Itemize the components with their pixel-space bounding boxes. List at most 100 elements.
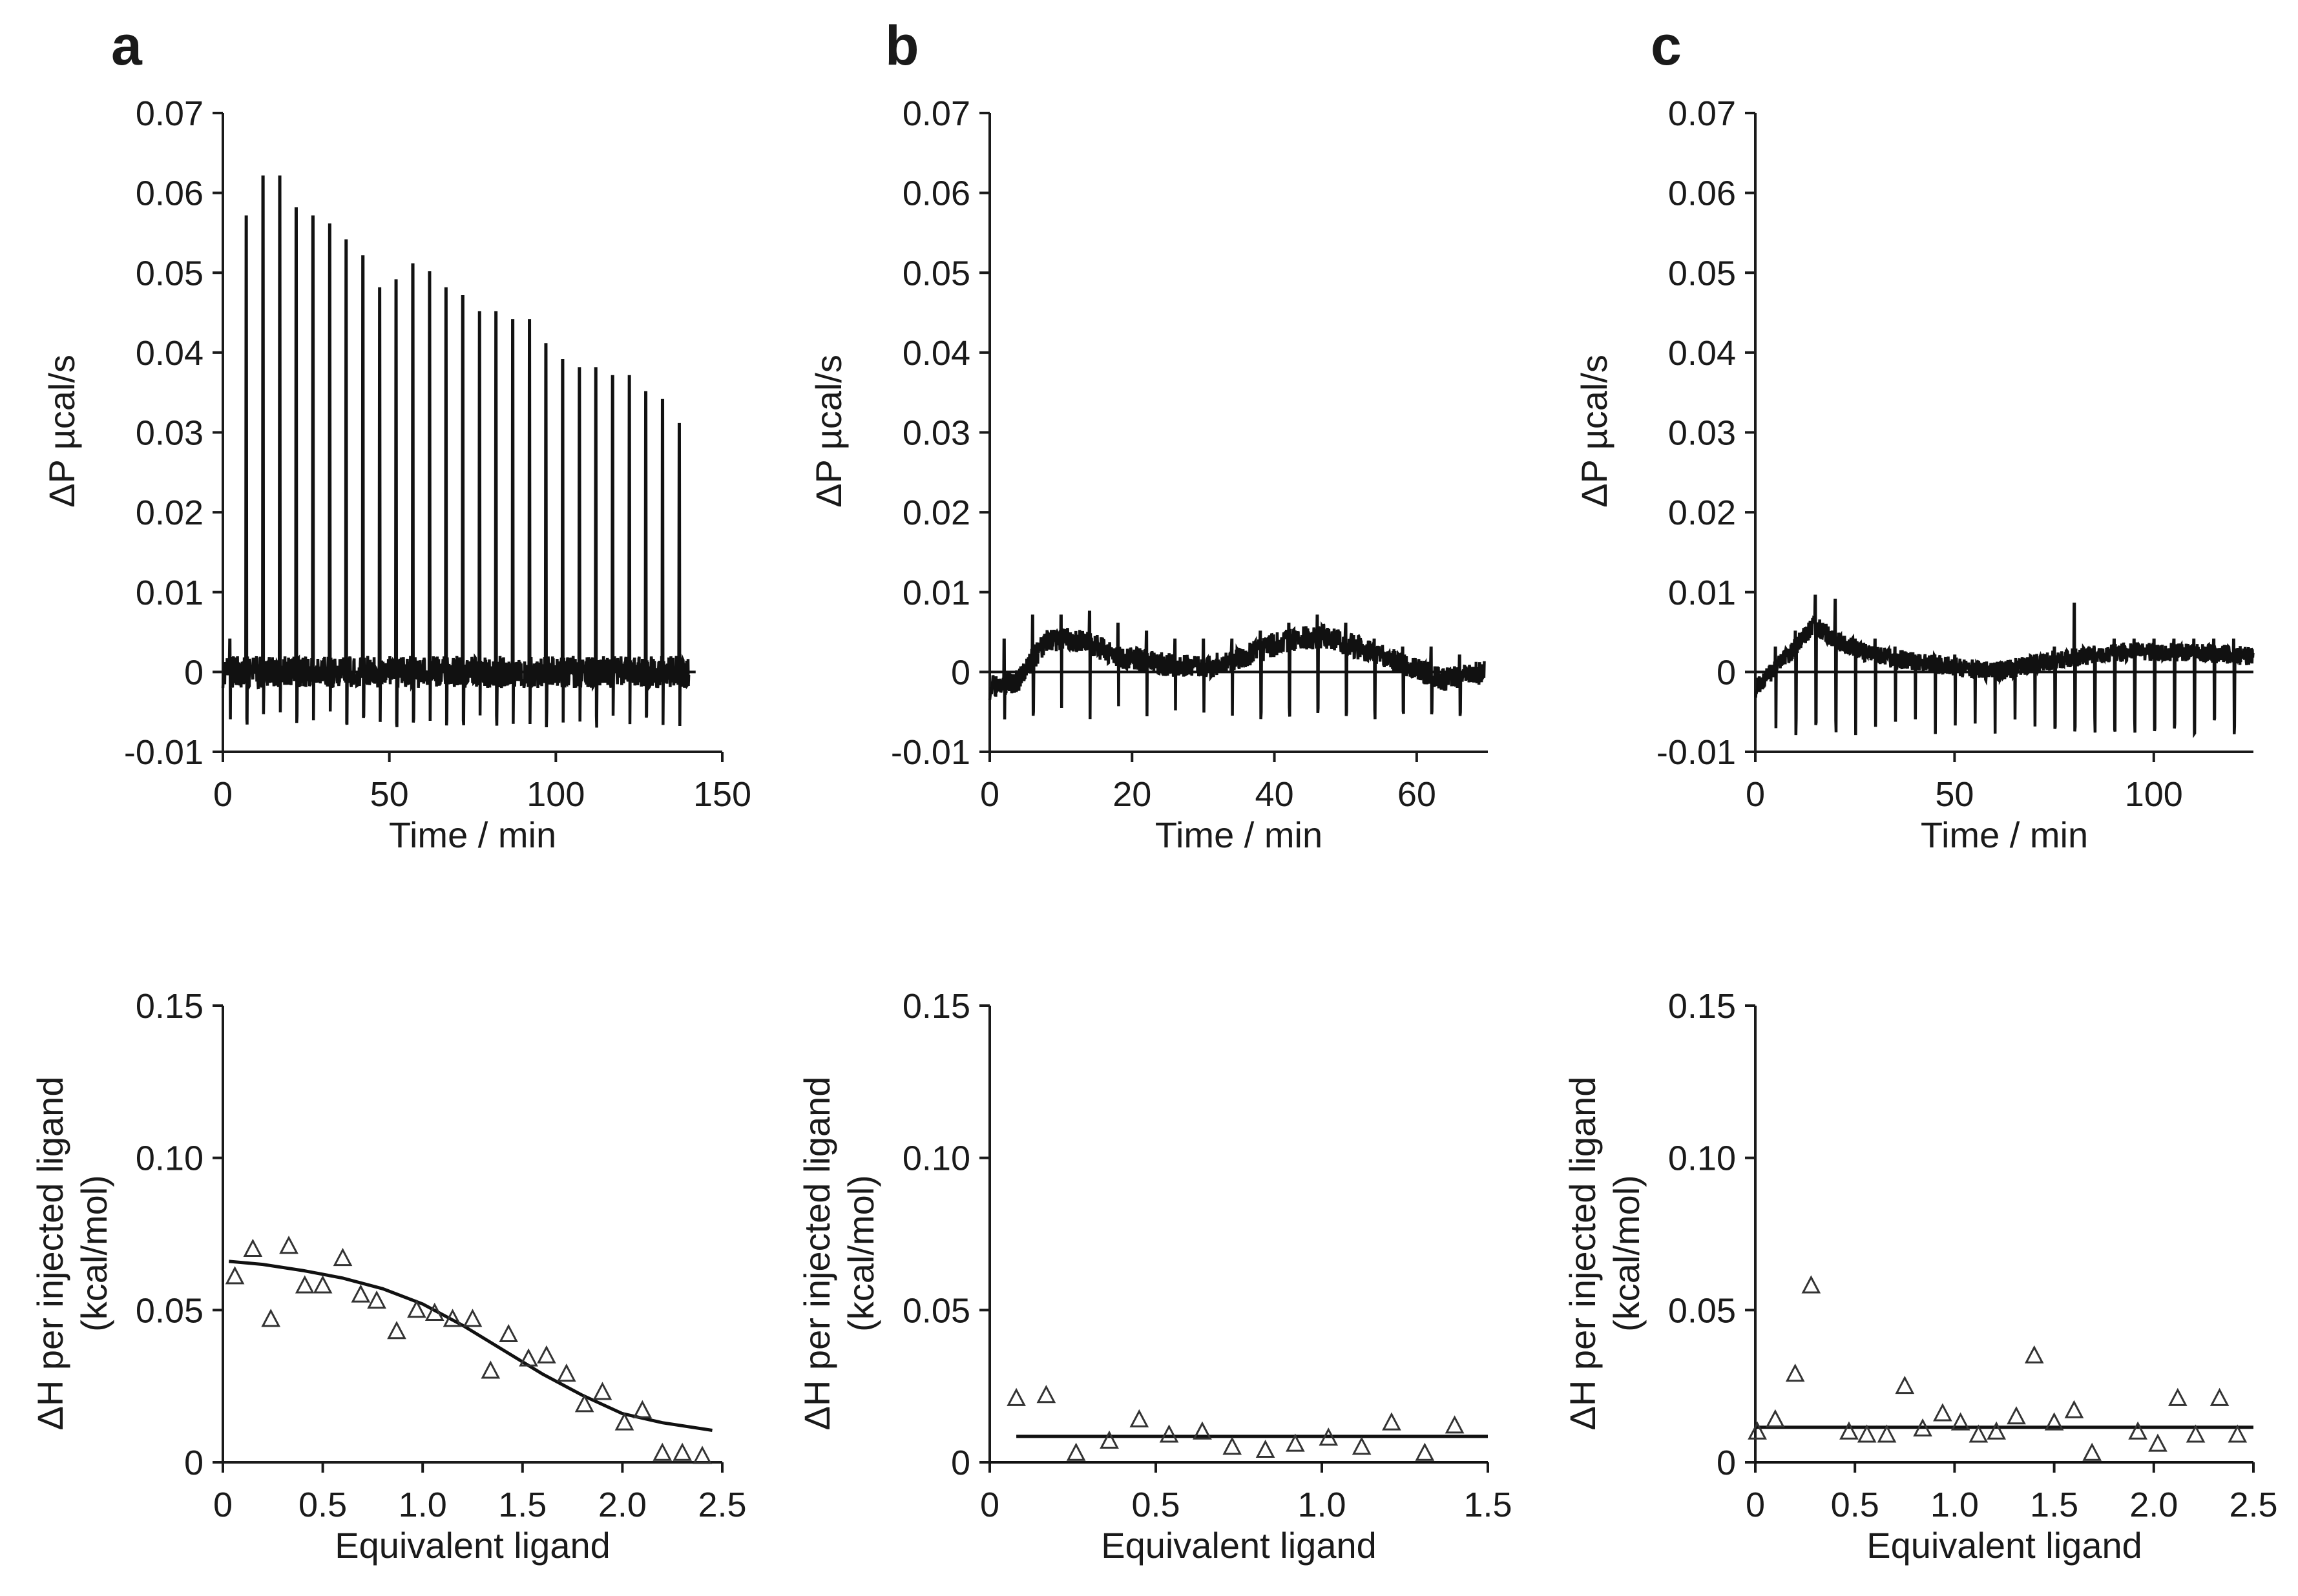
x-tick-label: 0.5 (1131, 1486, 1180, 1524)
fit-curve (229, 1259, 713, 1432)
data-point-triangle (1895, 1375, 1915, 1394)
data-point-triangle (463, 1309, 483, 1327)
y-tick-label: 0 (184, 1444, 204, 1482)
data-point-triangle (2148, 1433, 2167, 1452)
data-point-triangle (693, 1446, 712, 1464)
data-point-triangle (1748, 1421, 1767, 1440)
data-point-triangle (2167, 1387, 2188, 1406)
y-tick-label: 0.02 (1668, 493, 1736, 532)
y-tick-label: 0.10 (136, 1139, 204, 1178)
y-axis-title: ΔH per injected ligand (30, 1077, 70, 1431)
data-point-triangle (1987, 1421, 2007, 1440)
data-point-triangle (1159, 1424, 1179, 1443)
y-tick-label: 0.10 (1668, 1139, 1736, 1178)
data-point-triangle (2186, 1424, 2206, 1443)
x-axis-title: Time / min (1921, 814, 2088, 855)
y-tick-label: 0.01 (136, 574, 204, 612)
data-point-triangle (2024, 1345, 2044, 1363)
panel-letter-c: c (1651, 15, 1682, 77)
x-tick-label: 0 (213, 775, 233, 814)
data-point-triangle (1036, 1385, 1056, 1404)
data-point-triangle (574, 1394, 594, 1413)
y-tick-label: 0.04 (1668, 334, 1736, 373)
x-tick-label: 2.5 (2229, 1486, 2277, 1524)
x-axis-title: Time / min (1155, 814, 1322, 855)
data-point-triangle (1877, 1424, 1897, 1443)
data-point-triangle (295, 1275, 315, 1294)
data-point-triangle (1066, 1442, 1086, 1461)
x-tick-label: 20 (1112, 775, 1151, 814)
y-axis-title-units: (kcal/mol) (841, 1175, 881, 1332)
y-tick-label: 0.02 (903, 493, 970, 532)
y-tick-label: 0.06 (136, 174, 204, 213)
data-point-triangle (2228, 1424, 2248, 1443)
data-point-triangle (632, 1400, 653, 1418)
data-point-triangle (1913, 1418, 1932, 1437)
data-point-triangle (1785, 1363, 1805, 1382)
y-tick-label: 0.07 (136, 94, 204, 133)
y-axis-title: ΔH per injected ligand (1562, 1077, 1603, 1431)
y-tick-label: 0.02 (136, 493, 204, 532)
y-axis-title: ΔP µcal/s (1574, 355, 1614, 508)
x-tick-label: 1.0 (1297, 1486, 1346, 1524)
y-tick-label: 0.04 (136, 334, 204, 373)
y-tick-label: 0.15 (903, 987, 970, 1026)
y-tick-label: 0.05 (1668, 254, 1736, 293)
y-axis-title: ΔP µcal/s (808, 355, 849, 508)
y-tick-label: 0.03 (136, 414, 204, 453)
data-point-triangle (2128, 1421, 2147, 1440)
x-axis-title: Equivalent ligand (1101, 1525, 1377, 1566)
data-point-triangle (351, 1284, 371, 1303)
y-tick-label: 0.03 (1668, 414, 1736, 453)
data-point-triangle (279, 1236, 298, 1254)
data-point-triangle (367, 1290, 386, 1309)
data-point-triangle (443, 1309, 463, 1327)
data-point-triangle (653, 1442, 673, 1461)
data-point-triangle (519, 1348, 538, 1367)
y-axis-title-units: (kcal/mol) (1606, 1175, 1647, 1332)
data-point-triangle (499, 1323, 518, 1342)
x-tick-label: 50 (370, 775, 409, 814)
panel-b-top: b -0.01 0 0.01 0.02 0.03 0.04 0.05 0.06 0.07 0 20 40… (808, 15, 1488, 855)
y-tick-label: 0.05 (136, 254, 204, 293)
y-tick-label: 0 (1717, 653, 1736, 692)
y-tick-label: 0.07 (1668, 94, 1736, 133)
data-point-triangle (481, 1360, 501, 1379)
data-point-triangle (614, 1412, 634, 1431)
data-point-triangle (1255, 1439, 1275, 1458)
data-point-triangle (2007, 1406, 2026, 1425)
x-tick-label: 0 (980, 1486, 999, 1524)
thermogram-trace (221, 175, 691, 728)
y-axis-title: ΔH per injected ligand (797, 1077, 837, 1431)
data-point-triangle (1193, 1421, 1212, 1440)
x-tick-label: 1.5 (2030, 1486, 2078, 1524)
x-tick-label: 2.0 (598, 1486, 647, 1524)
data-point-triangle (407, 1300, 426, 1318)
y-tick-label: 0.15 (136, 987, 204, 1026)
data-point-triangle (1801, 1275, 1821, 1294)
data-point-triangle (1415, 1442, 1435, 1461)
data-point-triangle (2044, 1412, 2064, 1431)
thermogram-trace (1754, 594, 2255, 738)
data-point-triangle (1319, 1427, 1339, 1446)
y-axis-title-units: (kcal/mol) (74, 1175, 114, 1332)
x-tick-label: 150 (693, 775, 751, 814)
y-tick-label: 0.05 (903, 254, 970, 293)
x-tick-label: 100 (2125, 775, 2183, 814)
data-point-triangle (1969, 1424, 1989, 1443)
data-point-triangle (537, 1345, 556, 1363)
x-tick-label: 0.5 (298, 1486, 347, 1524)
y-tick-label: 0 (951, 653, 970, 692)
x-axis-title: Equivalent ligand (1866, 1525, 2142, 1566)
x-tick-label: 0.5 (1831, 1486, 1879, 1524)
data-point-triangle (261, 1309, 281, 1327)
x-tick-label: 1.5 (1463, 1486, 1512, 1524)
x-tick-label: 2.5 (698, 1486, 746, 1524)
data-point-triangle (2064, 1400, 2084, 1418)
y-axis-title: ΔP µcal/s (41, 355, 82, 508)
data-point-triangle (1286, 1433, 1305, 1452)
data-point-triangle (1839, 1421, 1859, 1440)
x-tick-label: 1.5 (498, 1486, 547, 1524)
